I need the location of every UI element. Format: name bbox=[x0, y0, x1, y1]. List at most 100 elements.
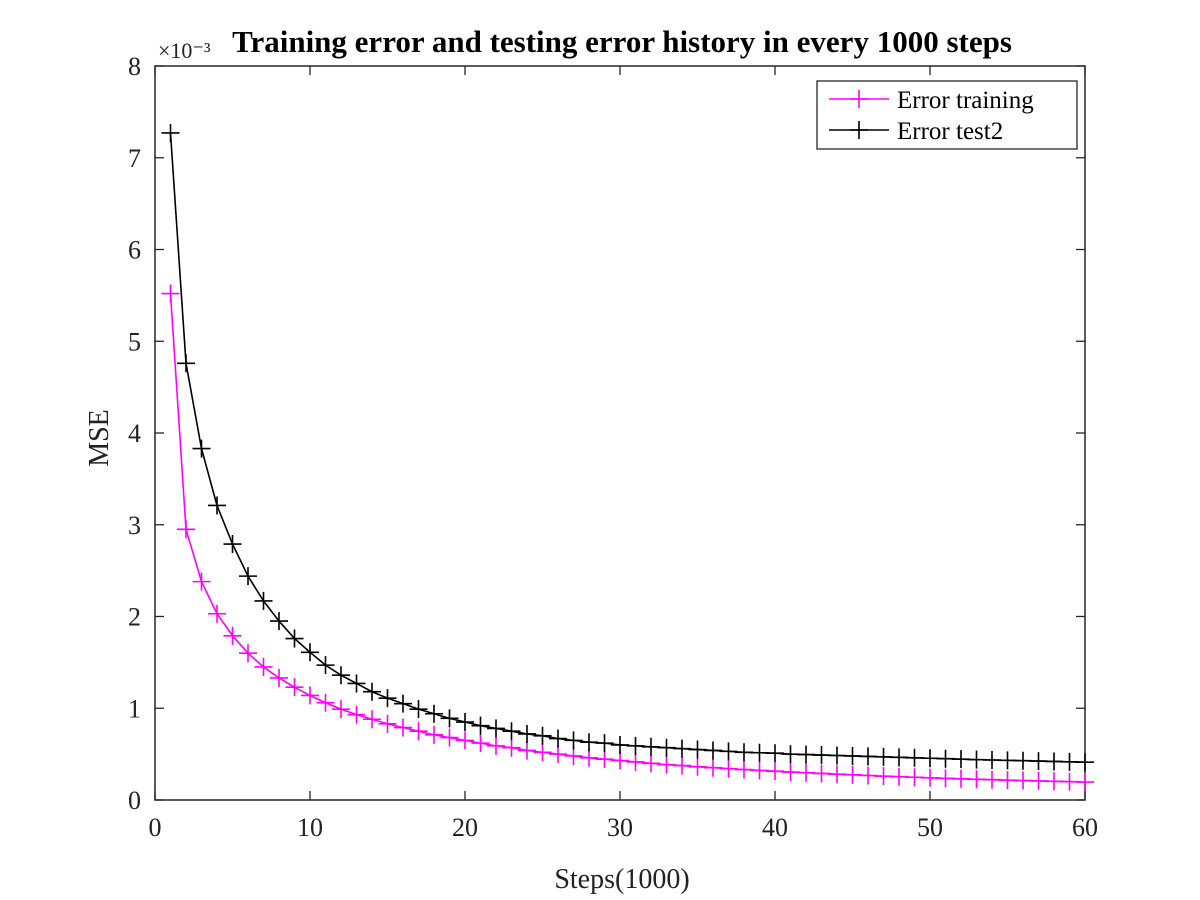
x-tick-label: 40 bbox=[762, 813, 788, 842]
data-point-error-training bbox=[363, 710, 381, 729]
data-point-error-training bbox=[595, 750, 614, 769]
data-point-error-test2 bbox=[363, 682, 381, 701]
data-point-error-test2 bbox=[843, 746, 862, 765]
data-point-error-training bbox=[828, 765, 846, 784]
data-point-error-training bbox=[983, 770, 1001, 789]
data-point-error-test2 bbox=[223, 535, 242, 554]
data-point-error-test2 bbox=[905, 748, 924, 767]
data-point-error-test2 bbox=[1045, 752, 1063, 771]
data-point-error-test2 bbox=[270, 612, 288, 631]
data-point-error-test2 bbox=[378, 689, 397, 708]
x-tick-label: 60 bbox=[1072, 813, 1098, 842]
data-point-error-training bbox=[859, 766, 877, 785]
data-point-error-training bbox=[766, 762, 784, 781]
data-point-error-training bbox=[409, 722, 428, 741]
y-tick-label: 2 bbox=[128, 603, 141, 632]
data-point-error-training bbox=[967, 770, 986, 789]
data-point-error-training bbox=[626, 752, 645, 771]
data-point-error-training bbox=[1029, 771, 1048, 790]
y-tick-label: 8 bbox=[128, 52, 141, 81]
data-point-error-test2 bbox=[208, 496, 226, 515]
data-point-error-training bbox=[704, 758, 722, 777]
data-point-error-training bbox=[270, 668, 288, 687]
data-point-error-training bbox=[161, 284, 180, 303]
data-point-error-test2 bbox=[967, 750, 986, 769]
data-point-error-training bbox=[502, 738, 521, 757]
data-point-error-test2 bbox=[874, 747, 893, 766]
data-point-error-training bbox=[719, 759, 738, 778]
data-point-error-training bbox=[549, 745, 567, 764]
data-point-error-test2 bbox=[285, 629, 304, 648]
data-point-error-training bbox=[378, 714, 397, 733]
data-point-error-test2 bbox=[161, 123, 180, 142]
data-point-error-training bbox=[440, 728, 459, 747]
data-point-error-training bbox=[688, 757, 707, 776]
data-point-error-test2 bbox=[859, 747, 877, 766]
data-point-error-test2 bbox=[471, 716, 490, 735]
data-point-error-training bbox=[456, 731, 474, 750]
x-tick-label: 20 bbox=[452, 813, 478, 842]
data-point-error-test2 bbox=[394, 694, 412, 713]
data-point-error-test2 bbox=[409, 700, 428, 719]
data-point-error-training bbox=[394, 718, 412, 737]
data-point-error-training bbox=[347, 705, 366, 724]
data-point-error-test2 bbox=[626, 736, 645, 755]
data-point-error-test2 bbox=[781, 745, 800, 764]
data-point-error-test2 bbox=[735, 743, 753, 762]
data-point-error-training bbox=[223, 626, 242, 645]
data-point-error-test2 bbox=[642, 737, 660, 756]
data-point-error-training bbox=[890, 767, 908, 786]
data-point-error-training bbox=[797, 763, 815, 782]
data-point-error-test2 bbox=[921, 749, 939, 768]
data-point-error-training bbox=[921, 768, 939, 787]
legend-marker-error-training bbox=[850, 90, 868, 108]
x-tick-label: 10 bbox=[297, 813, 323, 842]
data-point-error-training bbox=[533, 743, 552, 762]
data-point-error-training bbox=[905, 768, 924, 787]
data-point-error-test2 bbox=[440, 709, 459, 728]
data-point-error-training bbox=[781, 763, 800, 782]
data-point-error-test2 bbox=[952, 750, 970, 769]
data-point-error-test2 bbox=[797, 745, 815, 764]
data-point-error-training bbox=[874, 767, 893, 786]
data-point-error-training bbox=[735, 760, 753, 779]
legend: Error training Error test2 bbox=[816, 80, 1078, 150]
legend-marker-error-test2 bbox=[850, 121, 868, 139]
data-point-error-training bbox=[952, 769, 970, 788]
data-point-error-training bbox=[332, 700, 350, 719]
data-point-error-training bbox=[642, 754, 660, 773]
data-point-error-training bbox=[812, 764, 831, 783]
data-point-error-test2 bbox=[611, 735, 629, 754]
data-point-error-test2 bbox=[1060, 752, 1079, 771]
legend-box bbox=[816, 80, 1078, 150]
data-point-error-test2 bbox=[239, 567, 257, 586]
y-tick-label: 4 bbox=[128, 419, 141, 448]
y-axis-exponent-label: ×10⁻³ bbox=[158, 38, 211, 63]
data-point-error-test2 bbox=[192, 439, 211, 458]
y-tick-label: 3 bbox=[128, 511, 141, 540]
chart-title: Training error and testing error history… bbox=[232, 24, 1012, 59]
data-point-error-test2 bbox=[1014, 751, 1032, 770]
plot-area: 0 10 20 30 40 50 60 0 1 2 3 4 5 6 7 8 bbox=[128, 52, 1098, 842]
data-point-error-training bbox=[1060, 772, 1079, 791]
data-point-error-test2 bbox=[518, 724, 536, 743]
data-point-error-test2 bbox=[254, 591, 273, 610]
data-point-error-training bbox=[239, 644, 257, 663]
x-axis-label: Steps(1000) bbox=[554, 864, 689, 895]
y-axis-label: MSE bbox=[84, 409, 115, 467]
data-point-error-test2 bbox=[549, 729, 567, 748]
data-point-error-training bbox=[1076, 773, 1094, 792]
data-point-error-test2 bbox=[1076, 753, 1094, 772]
data-point-error-test2 bbox=[750, 743, 769, 762]
data-point-error-training bbox=[611, 751, 629, 770]
data-point-error-test2 bbox=[425, 704, 443, 723]
data-point-error-training bbox=[750, 761, 769, 780]
data-point-error-training bbox=[1045, 772, 1063, 791]
data-point-error-training bbox=[673, 756, 691, 775]
data-point-error-test2 bbox=[502, 722, 521, 741]
data-point-error-training bbox=[208, 604, 226, 623]
data-point-error-training bbox=[285, 678, 304, 697]
y-tick-label: 5 bbox=[128, 327, 141, 356]
